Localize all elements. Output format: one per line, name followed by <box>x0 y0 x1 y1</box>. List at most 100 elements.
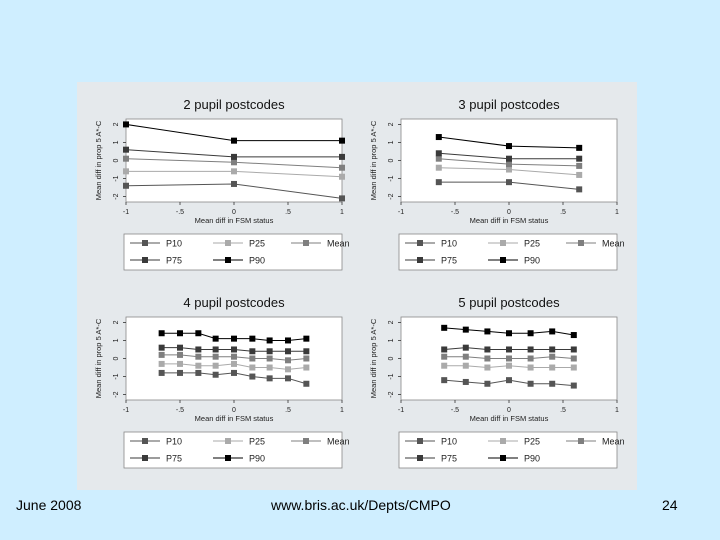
panel-2-y-tick-label: 1 <box>388 140 395 144</box>
panel-1-y-tick-label: 1 <box>113 140 120 144</box>
panel-3-series-mean-point <box>266 355 273 362</box>
panel-1-legend-label: P90 <box>249 256 265 266</box>
panel-2-series-p10-point <box>576 186 583 193</box>
panel-1-series-p90-point <box>231 137 237 144</box>
panel-3-series-mean-point <box>249 355 256 362</box>
panel-1-series-p25-point <box>123 168 129 175</box>
panel-4-series-mean-point <box>462 353 469 360</box>
panel-3-series-mean-point <box>195 353 202 360</box>
panel-2-legend-swatch-marker <box>417 240 423 246</box>
panel-4-series-p25-point <box>527 364 534 371</box>
panel-4-title: 5 pupil postcodes <box>458 295 560 310</box>
panel-3-series-p90-point <box>158 330 165 337</box>
panel-3-x-tick-label: 1 <box>340 407 344 414</box>
panel-4-series-p25-point <box>441 362 448 369</box>
panel-4-y-tick-label: 1 <box>388 338 395 342</box>
panel-4-series-p90-point <box>570 332 577 339</box>
panel-2-legend-label: Mean <box>602 239 625 249</box>
panel-3-series-p75-point <box>195 346 202 353</box>
panel-4-legend-swatch-marker <box>500 455 506 461</box>
panel-3-series-mean-point <box>231 353 237 360</box>
panel-2-legend-swatch-marker <box>578 240 584 246</box>
panel-3-legend-label: P25 <box>249 437 265 447</box>
panel-4-series-p75-point <box>441 346 448 353</box>
panel-4-series-p90-point <box>506 330 512 337</box>
panel-4-series-p25-point <box>462 362 469 369</box>
chart-figure: 2 pupil postcodes -1 -.5 0 .5 1 Mean diff in F… <box>77 82 637 490</box>
panel-3-legend-label: Mean <box>327 437 350 447</box>
panel-3-y-tick-label: -1 <box>113 373 120 379</box>
panel-1-series-p10-point <box>339 195 345 202</box>
panel-4-y-tick-label: -2 <box>388 391 395 397</box>
panel-3-series-p90-point <box>285 337 291 344</box>
panel-3-legend-swatch-marker <box>142 455 148 461</box>
panel-1-series-p75-point <box>231 153 237 160</box>
panel-2-legend-swatch-marker <box>500 257 506 263</box>
panel-4-series-p75-point <box>549 346 556 353</box>
panel-3-series-mean-point <box>177 351 183 358</box>
panel-4-x-tick-label: -1 <box>398 407 404 414</box>
panel-4-series-p10-point <box>484 380 491 387</box>
panel-4-legend-swatch-marker <box>500 438 506 444</box>
panel-3-y-tick-label: -2 <box>113 391 120 397</box>
panel-3-series-p90-point <box>231 335 237 342</box>
panel-2-y-tick-label: 2 <box>388 122 395 126</box>
panel-2-series-p10-point <box>435 179 442 186</box>
footer-date: June 2008 <box>16 497 82 513</box>
panel-3-series-p10-point <box>231 369 237 376</box>
panel-4-series-p25-point <box>570 364 577 371</box>
panel-1-series-mean-point <box>231 159 237 166</box>
panel-1-y-tick-label: -2 <box>113 193 120 199</box>
panel-4-legend-swatch-marker <box>417 455 423 461</box>
panel-2-legend-label: P90 <box>524 256 540 266</box>
panel-1-x-tick-label: -.5 <box>176 209 184 216</box>
panel-3-series-p90-point <box>249 335 256 342</box>
panel-1-series-p25-point <box>231 168 237 175</box>
panel-4-series-p90-point <box>441 324 448 331</box>
panel-4-series-p25-point <box>506 362 512 369</box>
panel-3-legend-swatch-marker <box>142 438 148 444</box>
panel-2-series-p90-point <box>435 134 442 141</box>
panel-3-title: 4 pupil postcodes <box>183 295 285 310</box>
panel-3-series-p25-point <box>231 360 237 367</box>
panel-1-legend-label: Mean <box>327 239 350 249</box>
panel-1-series-p10-point <box>231 180 237 187</box>
panel-2-series-mean-point <box>435 155 442 162</box>
panel-1-series-mean-point <box>339 164 345 171</box>
panel-1-x-tick-label: 1 <box>340 209 344 216</box>
panel-4-legend-label: P25 <box>524 437 540 447</box>
panel-3-series-p90-point <box>303 335 310 342</box>
panel-4-series-mean-point <box>527 355 534 362</box>
panel-2-x-axis-label: Mean diff in FSM status <box>470 216 549 225</box>
panel-3-series-p75-point <box>158 344 165 351</box>
panel-3-series-mean-point <box>303 355 310 362</box>
panel-4-series-p90-point <box>549 328 556 335</box>
panel-2-x-tick-label: -1 <box>398 209 404 216</box>
panel-3-series-p75-point <box>303 348 310 355</box>
panel-3-series-p10-point <box>195 369 202 376</box>
panel-3-series-p90-point <box>177 330 183 337</box>
panel-3-legend-swatch-marker <box>303 438 309 444</box>
panel-1-legend-label: P10 <box>166 239 182 249</box>
panel-3-series-p25-point <box>212 362 219 369</box>
panel-3-series-p75-point <box>249 348 256 355</box>
panel-3-legend-label: P75 <box>166 454 182 464</box>
panel-1-series-p75-point <box>123 146 129 153</box>
panel-2-legend-swatch-marker <box>417 257 423 263</box>
panel-3-legend-label: P10 <box>166 437 182 447</box>
panel-3-x-tick-label: .5 <box>285 407 291 414</box>
panel-2-legend-label: P10 <box>441 239 457 249</box>
panel-2-y-axis-label: Mean diff in prop 5 A*-C <box>369 120 378 200</box>
footer-url[interactable]: www.bris.ac.uk/Depts/CMPO <box>271 497 451 513</box>
panel-3-series-p10-point <box>177 369 183 376</box>
panel-2-series-p25-point <box>506 166 512 173</box>
panel-2-series-p90-point <box>576 144 583 151</box>
panel-4-series-mean-point <box>441 353 448 360</box>
panel-1-title: 2 pupil postcodes <box>183 97 285 112</box>
panel-3-x-tick-label: 0 <box>232 407 236 414</box>
panel-4-series-mean-point <box>570 355 577 362</box>
panel-4-x-tick-label: .5 <box>560 407 566 414</box>
panel-2-series-p75-point <box>576 155 583 162</box>
panel-3-series-p10-point <box>285 375 291 382</box>
panel-2-y-tick-label: -2 <box>388 193 395 199</box>
